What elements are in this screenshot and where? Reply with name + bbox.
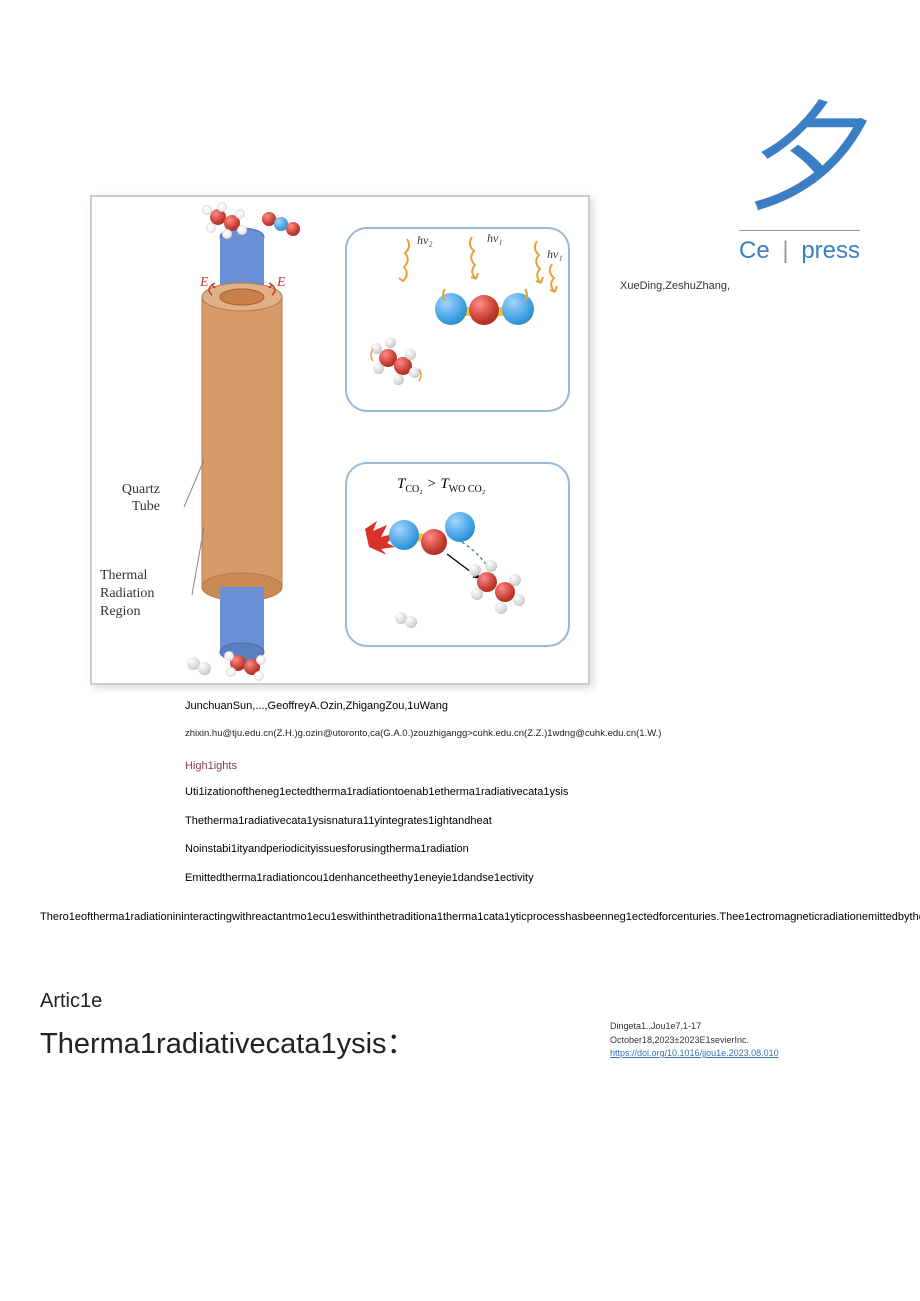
logo-left: Ce xyxy=(739,237,770,264)
atom xyxy=(202,205,212,215)
highlight-item: Noinstabi1ityandperiodicityissuesforusin… xyxy=(185,835,835,864)
e-label-left: E xyxy=(200,275,209,291)
atom xyxy=(237,225,247,235)
atom xyxy=(222,229,232,239)
atom xyxy=(224,651,234,661)
highlights-list: Uti1izationoftheneg1ectedtherma1radiatio… xyxy=(185,778,835,892)
atom xyxy=(235,209,245,219)
atom xyxy=(405,616,417,628)
atom xyxy=(469,564,481,576)
atom xyxy=(256,655,266,665)
authors-side: XueDing,ZeshuZhang, xyxy=(620,280,860,292)
quartz-tube-label: Quartz Tube xyxy=(100,482,160,516)
atom xyxy=(286,222,300,236)
atom xyxy=(509,574,521,586)
citation-block: Dingeta1.,Jou1e7,1-17 October18,2023±202… xyxy=(610,1020,890,1061)
logo-text: Ce | press xyxy=(739,230,860,265)
publisher-logo: 夕 Ce | press xyxy=(739,100,860,265)
logo-glyph: 夕 xyxy=(739,100,860,220)
graphical-abstract: E E Quartz Tube T xyxy=(90,195,590,685)
article-type-label: Artic1e xyxy=(40,990,102,1013)
atom xyxy=(471,588,483,600)
doi-link[interactable]: https://doi.org/10.1016/jjou1e.2023.08.0… xyxy=(610,1048,779,1058)
thermal-region-label: Thermal Radiation Region xyxy=(100,567,175,622)
article-title: Therma1radiativecata1ysis： xyxy=(40,1020,416,1062)
atom xyxy=(198,662,211,675)
atom xyxy=(226,667,236,677)
atom xyxy=(217,202,227,212)
authors-line: JunchuanSun,...,GeoffreyA.Ozin,ZhigangZo… xyxy=(185,700,865,712)
logo-right: press xyxy=(801,237,860,264)
logo-sep: | xyxy=(782,237,788,264)
highlight-item: Emittedtherma1radiationcou1denhancetheet… xyxy=(185,864,835,893)
highlights-heading: High1ights xyxy=(185,760,237,772)
atom xyxy=(254,671,264,681)
citation-date: October18,2023±2023E1sevierInc. xyxy=(610,1034,890,1048)
inset-photon-excitation: hv₂ hv₁ hv₁ xyxy=(345,227,570,412)
atom xyxy=(206,223,216,233)
highlight-item: Uti1izationoftheneg1ectedtherma1radiatio… xyxy=(185,778,835,807)
highlight-item: Thetherma1radiativecata1ysisnatura11yint… xyxy=(185,807,835,836)
atom xyxy=(513,594,525,606)
atom xyxy=(495,602,507,614)
inset-collision: TCO₂ > TWO CO₂ xyxy=(345,462,570,647)
citation-ref: Dingeta1.,Jou1e7,1-17 xyxy=(610,1020,890,1034)
author-emails: zhixin.hu@tju.edu.cn(Z.H.)g.ozin@utoront… xyxy=(185,728,885,739)
e-label-right: E xyxy=(277,275,286,291)
atom xyxy=(485,560,497,572)
abstract: Thero1eoftherma1radiationininteractingwi… xyxy=(40,910,870,925)
